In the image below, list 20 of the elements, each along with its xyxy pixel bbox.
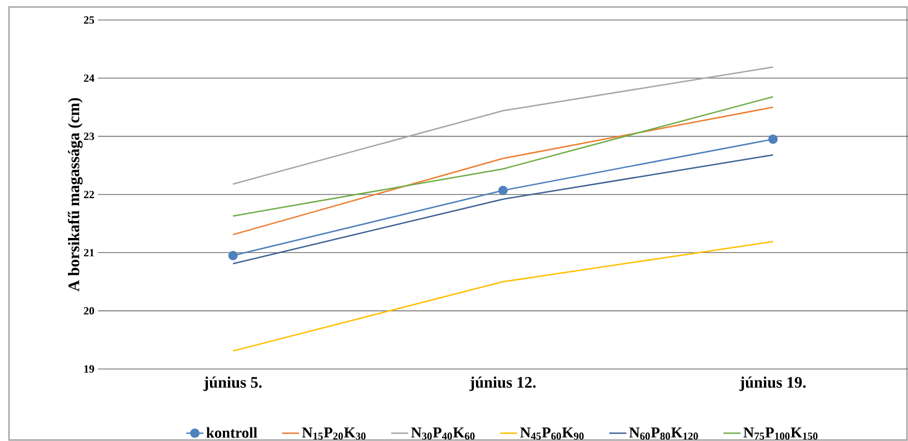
legend-label: N$_{75}$P$_{100}$K$_{150}$ [744,428,818,440]
legend-label: N$_{45}$P$_{60}$K$_{90}$ [520,428,584,440]
y-axis-title: A borsikafű magassága (cm) [68,98,83,292]
x-tick-label: június 5. [204,376,262,392]
y-tick-label: 21 [84,249,94,256]
point [768,134,778,144]
legend-label: N$_{30}$P$_{40}$K$_{60}$ [411,428,475,440]
legend-label: N$_{15}$P$_{20}$K$_{30}$ [302,428,366,440]
y-tick-label: 23 [84,132,94,140]
point [228,250,238,260]
y-tick-label: 22 [84,190,94,198]
y-tick-label: 19 [84,365,94,373]
x-tick-label: június 12. [470,376,536,392]
y-tick-label: 25 [84,16,94,24]
legend-label: N$_{60}$P$_{80}$K$_{120}$ [629,428,698,440]
y-tick-label: 24 [84,74,94,82]
x-tick-label: június 19. [740,376,806,392]
y-tick-label: 20 [84,307,94,315]
point [498,186,508,196]
legend-label: kontroll [206,427,258,438]
